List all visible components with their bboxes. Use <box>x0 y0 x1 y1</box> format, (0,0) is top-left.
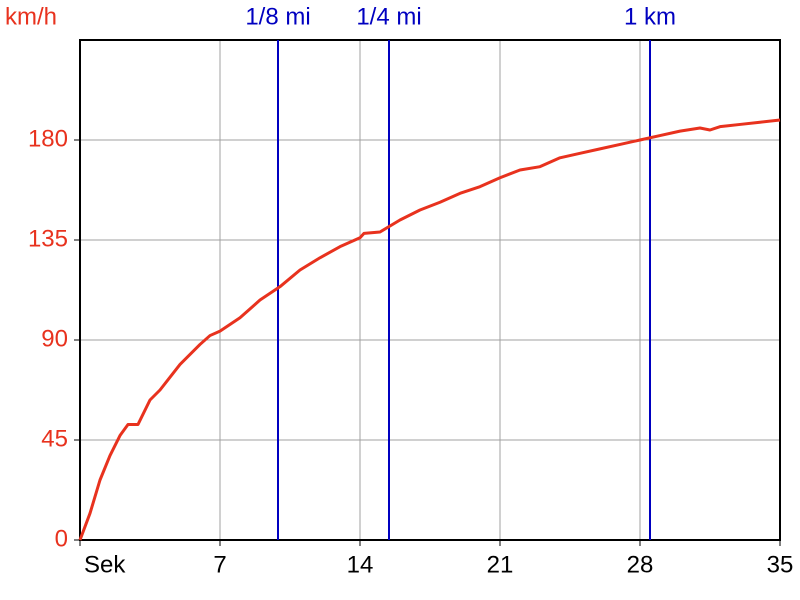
x-tick-label: 14 <box>347 551 374 578</box>
plot-frame <box>79 39 781 541</box>
y-tick-label: 45 <box>41 425 68 452</box>
x-tick-label: 21 <box>487 551 514 578</box>
x-tick-label: 28 <box>627 551 654 578</box>
y-tick-label: 135 <box>28 225 68 252</box>
distance-marker-label: 1 km <box>624 3 676 30</box>
speed-line <box>78 118 781 541</box>
x-tick-label: Sek <box>84 551 126 578</box>
y-tick-label: 180 <box>28 125 68 152</box>
y-axis-label: km/h <box>5 3 57 30</box>
distance-marker-label: 1/4 mi <box>356 3 421 30</box>
y-tick-label: 90 <box>41 325 68 352</box>
x-tick-label: 35 <box>767 551 794 578</box>
y-tick-label: 0 <box>55 525 68 552</box>
x-tick-label: 7 <box>213 551 226 578</box>
distance-marker-label: 1/8 mi <box>245 3 310 30</box>
